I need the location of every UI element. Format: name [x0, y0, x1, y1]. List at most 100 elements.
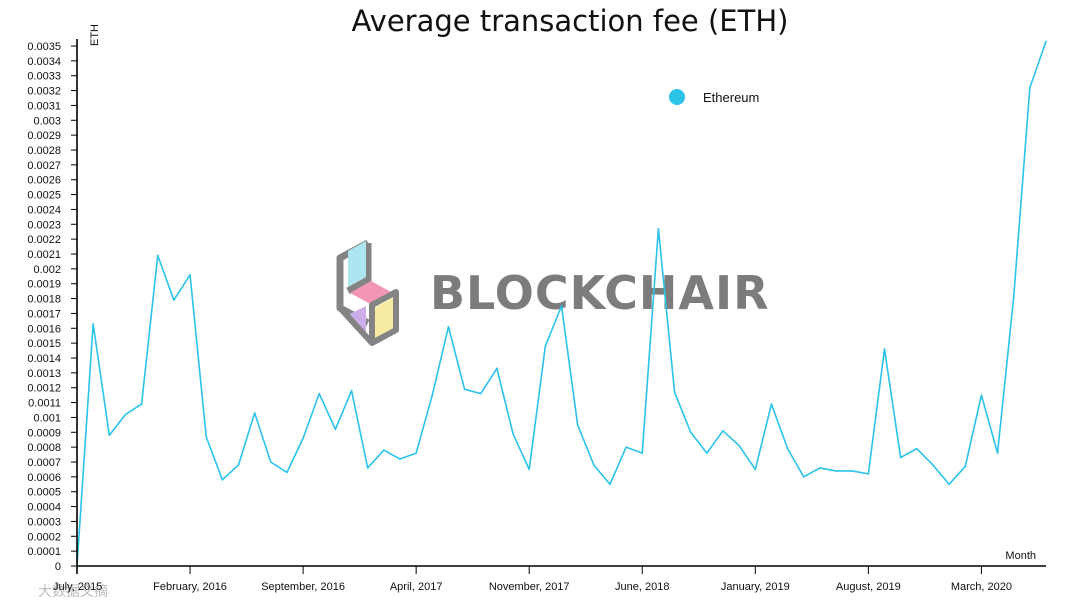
data-point	[156, 254, 159, 257]
legend-marker	[669, 89, 685, 105]
watermark-credit: 大数据文摘	[38, 583, 108, 600]
y-tick-label: 0.0017	[27, 308, 61, 320]
x-tick-label: November, 2017	[489, 581, 570, 593]
data-point	[286, 471, 288, 474]
x-tick-label: March, 2020	[951, 581, 1012, 593]
data-point	[722, 430, 724, 432]
y-tick-label: 0.0026	[27, 175, 61, 187]
data-point	[302, 437, 304, 440]
data-point	[964, 465, 967, 468]
y-tick-label: 0.0007	[27, 457, 61, 469]
data-point	[867, 473, 870, 475]
data-point	[948, 483, 950, 486]
data-point	[560, 305, 563, 307]
y-axis-ticks: 0 0.0001 0.0002 0.0003 0.0004 0.0005 0.0006 0.0…	[27, 41, 77, 573]
y-tick-label: 0.0008	[27, 442, 61, 454]
data-point	[124, 413, 127, 416]
y-tick-label: 0.0012	[27, 383, 61, 395]
data-point	[851, 470, 853, 472]
y-tick-label: 0.0034	[27, 56, 61, 68]
chart-title: Average transaction fee (ETH)	[352, 4, 789, 38]
series-layer	[76, 40, 1047, 567]
y-tick-label: 0.0027	[27, 160, 61, 172]
y-tick-label: 0.001	[33, 412, 61, 424]
data-point	[237, 464, 240, 466]
y-tick-label: 0.0002	[27, 531, 61, 543]
legend-label: Ethereum	[703, 90, 759, 105]
data-point	[657, 227, 660, 230]
data-point	[883, 348, 886, 350]
y-tick-label: 0.0016	[27, 323, 61, 335]
data-point	[431, 394, 434, 396]
data-point	[641, 452, 644, 454]
data-point	[1045, 40, 1047, 43]
y-tick-label: 0.0025	[27, 190, 61, 202]
x-tick-label: August, 2019	[836, 581, 901, 593]
data-point	[92, 323, 94, 325]
y-tick-label: 0.0019	[27, 279, 61, 291]
blockchair-logo	[336, 239, 399, 346]
x-tick-label: June, 2018	[615, 581, 669, 593]
data-point	[383, 449, 385, 451]
data-point	[770, 403, 773, 405]
x-tick-label: July, 2015	[53, 581, 102, 593]
data-point	[496, 367, 498, 370]
data-point	[980, 394, 983, 396]
y-tick-label: 0.0014	[27, 353, 61, 365]
data-point	[1012, 296, 1015, 298]
data-point	[916, 447, 918, 450]
y-tick-label: 0.0024	[27, 204, 61, 216]
x-tick-label: April, 2017	[390, 581, 443, 593]
y-tick-label: 0.0033	[27, 71, 61, 83]
y-tick-label: 0.0023	[27, 219, 61, 231]
data-point	[673, 391, 676, 393]
y-axis-label: ETH	[89, 24, 101, 46]
y-tick-label: 0.0013	[27, 368, 61, 380]
data-point	[835, 470, 837, 472]
y-tick-label: 0.0005	[27, 487, 61, 499]
data-point	[512, 432, 514, 435]
data-point	[318, 392, 321, 395]
y-tick-label: 0.0022	[27, 234, 61, 246]
data-point	[415, 452, 417, 454]
data-point	[932, 464, 934, 466]
x-axis-ticks: July, 2015 February, 2016 September, 2016 A…	[53, 566, 1012, 593]
data-point	[350, 389, 353, 392]
x-tick-label: September, 2016	[261, 581, 345, 593]
data-point	[528, 468, 530, 471]
y-tick-label: 0.0011	[28, 398, 61, 410]
legend: Ethereum	[669, 89, 759, 105]
y-tick-label: 0.0018	[27, 294, 61, 306]
data-point	[479, 392, 482, 395]
data-point	[173, 299, 175, 301]
data-point	[140, 403, 143, 405]
y-tick-label: 0.0035	[27, 41, 61, 53]
y-tick-label: 0.0006	[27, 472, 61, 484]
data-point	[819, 467, 821, 469]
data-point	[996, 452, 999, 454]
data-point	[270, 461, 272, 463]
data-point	[221, 479, 224, 481]
data-point	[334, 428, 337, 431]
y-tick-label: 0.0015	[27, 338, 61, 350]
y-tick-label: 0.0028	[27, 145, 61, 157]
data-point	[189, 274, 191, 276]
y-tick-label: 0	[55, 561, 61, 573]
data-point	[463, 388, 466, 391]
data-point	[706, 452, 708, 454]
y-tick-label: 0.0001	[27, 546, 61, 558]
y-tick-label: 0.002	[33, 264, 61, 276]
y-tick-label: 0.0029	[27, 130, 61, 142]
x-tick-label: January, 2019	[721, 581, 790, 593]
data-point	[544, 345, 547, 347]
y-tick-label: 0.0021	[27, 249, 61, 261]
data-point	[754, 468, 757, 471]
data-point	[625, 446, 627, 448]
data-point	[802, 476, 805, 478]
y-tick-label: 0.003	[33, 115, 61, 127]
x-tick-label: February, 2016	[153, 581, 227, 593]
data-point	[366, 467, 369, 469]
data-point	[689, 431, 692, 434]
data-point	[108, 434, 111, 437]
y-tick-label: 0.0009	[27, 427, 61, 439]
